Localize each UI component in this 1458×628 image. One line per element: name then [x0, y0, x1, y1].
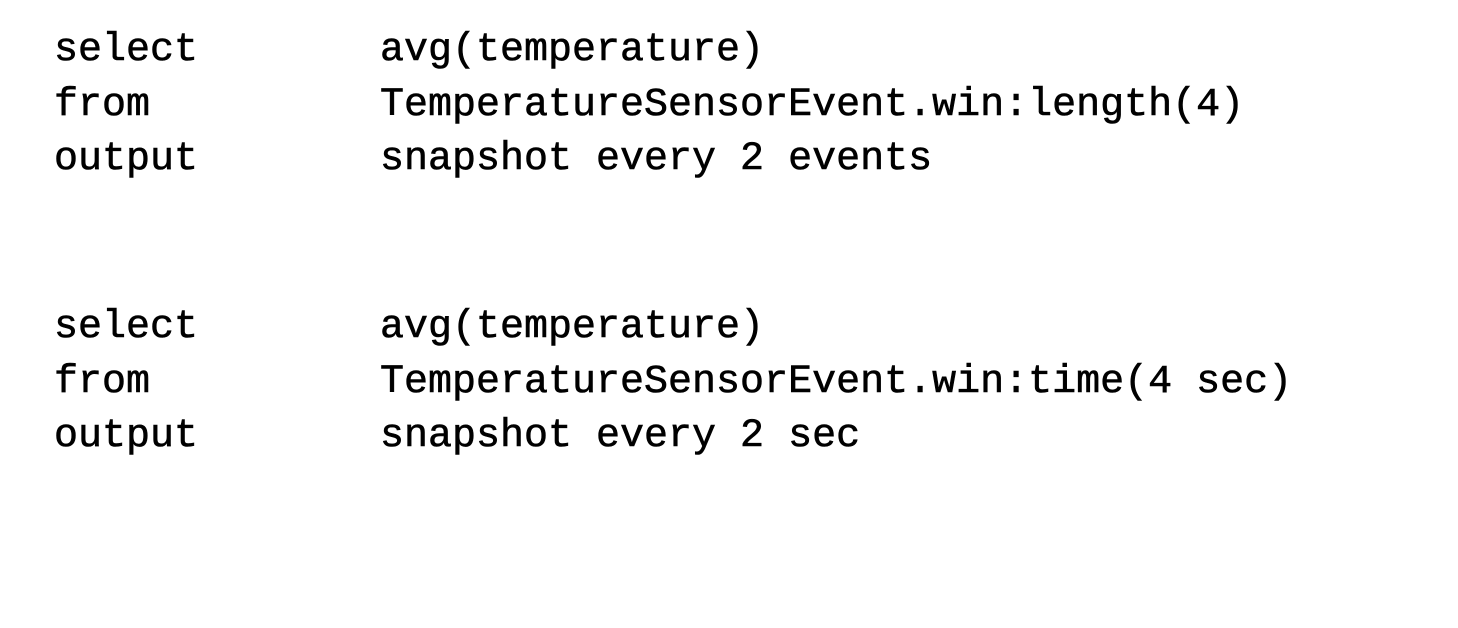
- output-keyword: output: [54, 414, 199, 460]
- select-keyword: select: [54, 28, 199, 74]
- from-clause: from TemperatureSensorEvent.win:time(4 s…: [54, 356, 1293, 411]
- output-clause: output snapshot every 2 events: [54, 133, 933, 188]
- code-document: select avg(temperature) from Temperature…: [53, 24, 1293, 465]
- query-block-length-window: select avg(temperature) from Temperature…: [54, 24, 1245, 188]
- select-expression: avg(temperature): [380, 28, 765, 74]
- from-expression: TemperatureSensorEvent.win:time(4 sec): [380, 359, 1293, 405]
- select-keyword: select: [54, 305, 199, 351]
- select-expression: avg(temperature): [380, 305, 765, 351]
- from-keyword: from: [54, 359, 151, 405]
- output-clause: output snapshot every 2 sec: [54, 410, 861, 465]
- from-clause: from TemperatureSensorEvent.win:length(4…: [54, 79, 1245, 134]
- from-expression: TemperatureSensorEvent.win:length(4): [380, 82, 1245, 128]
- select-clause: select avg(temperature): [54, 301, 765, 356]
- output-keyword: output: [54, 137, 199, 183]
- output-expression: snapshot every 2 events: [380, 137, 933, 183]
- from-keyword: from: [54, 82, 151, 128]
- select-clause: select avg(temperature): [54, 24, 765, 79]
- query-block-time-window: select avg(temperature) from Temperature…: [54, 301, 1293, 465]
- output-expression: snapshot every 2 sec: [380, 414, 861, 460]
